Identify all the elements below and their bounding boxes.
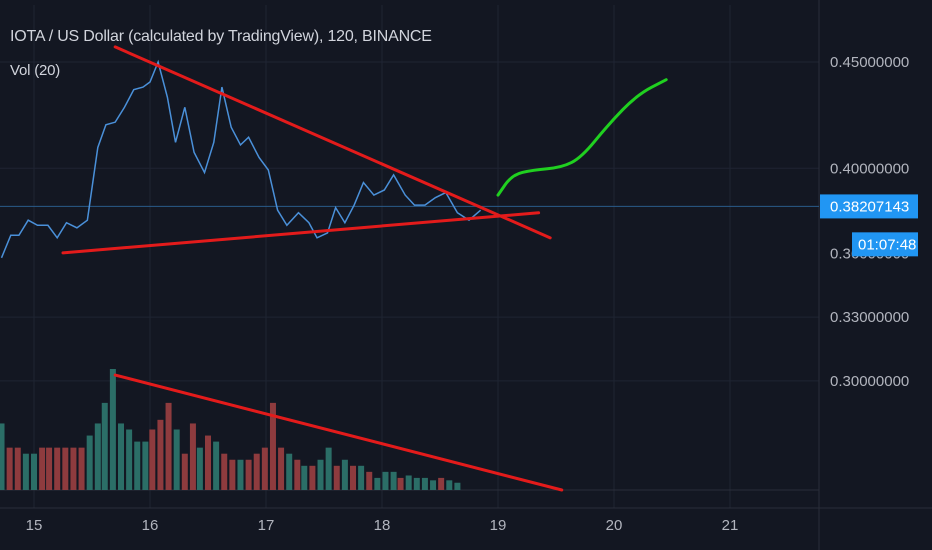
- volume-bar: [237, 459, 244, 490]
- volume-bar: [0, 423, 5, 490]
- price-line: [0, 59, 482, 259]
- volume-bar: [78, 447, 85, 490]
- volume-bar: [358, 465, 365, 490]
- time-axis-label: 17: [258, 517, 275, 534]
- volume-bar: [261, 447, 268, 490]
- volume-bar: [397, 477, 404, 490]
- volume-bar: [382, 471, 389, 490]
- volume-bar: [54, 447, 61, 490]
- volume-bar: [6, 447, 13, 490]
- volume-bar: [173, 429, 180, 490]
- volume-bar: [341, 459, 348, 490]
- volume-bar: [325, 447, 332, 490]
- time-axis-label: 16: [142, 517, 159, 534]
- volume-bar: [294, 459, 301, 490]
- volume-bar: [374, 477, 381, 490]
- volume-bar: [366, 471, 373, 490]
- current-price-value: 0.38207143: [830, 198, 909, 215]
- trendline-support[interactable]: [61, 211, 541, 255]
- volume-bar: [350, 465, 356, 490]
- volume-bar: [149, 429, 156, 490]
- time-axis-label: 21: [722, 517, 739, 534]
- volume-indicator-legend[interactable]: Vol (20): [10, 62, 61, 79]
- volume-bar: [70, 447, 77, 490]
- volume-bar: [118, 423, 124, 490]
- time-axis-label: 15: [26, 517, 43, 534]
- price-axis-label: 0.30000000: [830, 373, 909, 390]
- volume-bar: [126, 429, 133, 490]
- volume-bar: [253, 453, 260, 490]
- volume-bar: [333, 465, 340, 490]
- bar-countdown: 01:07:48: [858, 236, 916, 253]
- volume-bar: [421, 477, 428, 490]
- countdown-badge: [852, 232, 918, 257]
- volume-bar: [86, 435, 93, 490]
- current-price-badge: [820, 194, 918, 219]
- volume-bar: [390, 471, 397, 490]
- volume-trendline[interactable]: [113, 373, 564, 492]
- volume-bar: [269, 402, 276, 490]
- time-axis-label: 19: [490, 517, 507, 534]
- volume-bar: [438, 477, 445, 490]
- volume-bar: [405, 475, 412, 490]
- volume-bar: [142, 441, 149, 490]
- time-axis-label: 20: [606, 517, 623, 534]
- projection-curve[interactable]: [496, 78, 668, 197]
- trendline-resistance[interactable]: [113, 45, 552, 240]
- volume-bar: [309, 465, 316, 490]
- volume-bar: [31, 453, 37, 490]
- volume-bar: [245, 459, 252, 490]
- volume-bar: [213, 441, 220, 490]
- volume-bar: [446, 480, 453, 490]
- volume-bar: [317, 459, 324, 490]
- volume-bar: [286, 453, 293, 490]
- price-axis-label: 0.33000000: [830, 309, 909, 326]
- volume-bar: [101, 402, 108, 490]
- price-axis-label: 0.45000000: [830, 54, 909, 71]
- volume-bar: [94, 423, 101, 490]
- volume-bar: [134, 441, 141, 490]
- volume-bar: [454, 482, 461, 490]
- volume-bar: [157, 419, 164, 490]
- volume-bar: [181, 453, 188, 490]
- volume-bar: [165, 402, 172, 490]
- volume-bar: [62, 447, 69, 490]
- volume-bar: [205, 435, 211, 490]
- volume-bar: [229, 459, 236, 490]
- chart-title-legend[interactable]: IOTA / US Dollar (calculated by TradingV…: [10, 28, 432, 45]
- price-axis-label: 0.40000000: [830, 160, 909, 177]
- volume-bar: [109, 369, 116, 490]
- volume-bar: [301, 465, 308, 490]
- volume-bar: [14, 447, 21, 490]
- volume-bar: [46, 447, 53, 490]
- volume-bar: [196, 447, 203, 490]
- time-axis-label: 18: [374, 517, 391, 534]
- volume-bar: [189, 423, 196, 490]
- volume-bar: [39, 447, 46, 490]
- volume-bar: [413, 477, 420, 490]
- volume-bar: [221, 453, 228, 490]
- volume-bar: [430, 480, 437, 490]
- volume-bar: [22, 453, 29, 490]
- volume-bar: [278, 447, 285, 490]
